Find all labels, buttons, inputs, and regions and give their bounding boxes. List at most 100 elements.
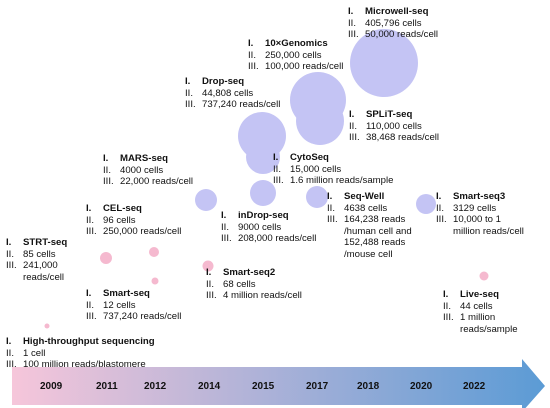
roman-numeral: I. <box>86 203 92 214</box>
roman-numeral: III. <box>436 214 447 226</box>
roman-numeral: I. <box>185 76 191 87</box>
smart-seq-bubble <box>151 277 159 285</box>
year-label-2011: 2011 <box>96 381 118 392</box>
cytoseq-label: I. CytoSeq II. 15,000 cells III. 1.6 million … <box>273 152 393 187</box>
roman-numeral: I. <box>348 6 354 17</box>
method-name: CEL-seq <box>103 203 142 214</box>
method-detail: million reads/cell <box>453 225 524 237</box>
year-label-2012: 2012 <box>144 381 167 392</box>
method-detail: 250,000 cells <box>265 49 322 61</box>
method-detail: 22,000 reads/cell <box>120 176 194 188</box>
roman-numeral: I. <box>248 38 254 49</box>
roman-numeral: III. <box>248 61 259 73</box>
roman-numeral: I. <box>327 191 333 202</box>
year-label-2014: 2014 <box>198 381 221 392</box>
method-detail: 4638 cells <box>344 202 388 214</box>
roman-numeral: I. <box>6 237 12 248</box>
roman-numeral: III. <box>86 226 97 238</box>
method-name: Smart-seq2 <box>223 267 276 278</box>
roman-numeral: II. <box>248 49 256 61</box>
roman-numeral: I. <box>221 210 227 221</box>
method-detail: 68 cells <box>223 278 256 290</box>
method-detail: 50,000 reads/cell <box>365 29 439 41</box>
method-detail: 4 million reads/cell <box>223 290 302 302</box>
method-detail: 100 million reads/blastomere <box>23 359 146 371</box>
roman-numeral: I. <box>206 267 212 278</box>
method-detail: 10,000 to 1 <box>453 214 502 226</box>
roman-numeral: I. <box>349 109 355 120</box>
roman-numeral: II. <box>206 278 214 290</box>
method-detail: 15,000 cells <box>290 163 342 175</box>
seq-well-label: I. Seq-Well II. 4638 cells III. 164,238 reads… <box>327 191 412 261</box>
method-name: Smart-seq <box>103 288 150 299</box>
method-detail: 152,488 reads <box>344 237 406 249</box>
10x-genomics-label: I. 10×Genomics II. 250,000 cells III. 100,000… <box>248 38 343 73</box>
method-name: STRT-seq <box>23 237 68 248</box>
method-name: inDrop-seq <box>238 210 289 221</box>
roman-numeral: III. <box>327 214 338 226</box>
method-detail: reads/cell <box>23 271 65 283</box>
method-detail: 405,796 cells <box>365 17 422 29</box>
method-detail: 85 cells <box>23 248 56 260</box>
roman-numeral: II. <box>86 299 94 311</box>
roman-numeral: I. <box>6 336 12 347</box>
roman-numeral: III. <box>86 311 97 323</box>
method-detail: reads/sample <box>460 323 518 335</box>
high-throughput-bubble <box>44 323 50 329</box>
mars-seq-bubble <box>195 189 217 211</box>
mars-seq-label: I. MARS-seq II. 4000 cells III. 22,000 reads/… <box>103 153 193 188</box>
roman-numeral <box>443 324 460 336</box>
year-label-2017: 2017 <box>306 381 329 392</box>
live-seq-bubble <box>479 271 489 281</box>
method-detail: 38,468 reads/cell <box>366 132 440 144</box>
roman-numeral: II. <box>86 214 94 226</box>
roman-numeral: II. <box>348 17 356 29</box>
roman-numeral: III. <box>185 99 196 111</box>
roman-numeral: III. <box>348 29 359 41</box>
year-label-2022: 2022 <box>463 381 486 392</box>
method-detail: 1 cell <box>23 347 46 359</box>
method-detail: 110,000 cells <box>366 120 422 132</box>
live-seq-label: I. Live-seq II. 44 cells III. 1 million reads/… <box>443 289 518 335</box>
roman-numeral: I. <box>103 153 109 164</box>
method-name: MARS-seq <box>120 153 168 164</box>
roman-numeral: I. <box>443 289 449 300</box>
method-name: 10×Genomics <box>265 38 328 49</box>
method-detail: /mouse cell <box>344 248 393 260</box>
method-name: Live-seq <box>460 289 499 300</box>
method-detail: 241,000 <box>23 260 58 272</box>
year-label-2020: 2020 <box>410 381 433 392</box>
smart-seq2-bubble <box>202 260 214 272</box>
indrop-seq-bubble <box>250 180 276 206</box>
method-name: Seq-Well <box>344 191 385 202</box>
method-detail: 1.6 million reads/sample <box>290 175 394 187</box>
roman-numeral: II. <box>6 347 14 359</box>
drop-seq-label: I. Drop-seq II. 44,808 cells III. 737,240 rea… <box>185 76 280 111</box>
method-name: SPLiT-seq <box>366 109 413 120</box>
roman-numeral: III. <box>349 132 360 144</box>
roman-numeral: II. <box>221 221 229 233</box>
method-detail: 208,000 reads/cell <box>238 233 317 245</box>
roman-numeral: III. <box>443 312 454 324</box>
roman-numeral: III. <box>6 260 17 272</box>
roman-numeral <box>436 226 453 238</box>
year-label-2009: 2009 <box>40 381 63 392</box>
roman-numeral: III. <box>103 176 114 188</box>
smart-seq3-label: I. Smart-seq3 II. 3129 cells III. 10,000 to 1… <box>436 191 524 237</box>
roman-numeral: III. <box>6 359 17 371</box>
roman-numeral: II. <box>6 248 14 260</box>
roman-numeral: I. <box>436 191 442 202</box>
cel-seq-label: I. CEL-seq II. 96 cells III. 250,000 reads/ce… <box>86 203 181 238</box>
timeline-arrow <box>12 359 545 408</box>
year-label-2015: 2015 <box>252 381 275 392</box>
roman-numeral: I. <box>273 152 279 163</box>
strt-seq-label: I. STRT-seq II. 85 cells III. 241,000 reads/ce… <box>6 237 67 283</box>
roman-numeral: II. <box>443 300 451 312</box>
method-detail: 44,808 cells <box>202 87 254 99</box>
method-detail: 44 cells <box>460 300 493 312</box>
split-seq-bubble <box>296 97 344 145</box>
method-detail: 9000 cells <box>238 221 282 233</box>
method-detail: 12 cells <box>103 299 136 311</box>
roman-numeral <box>327 237 344 249</box>
